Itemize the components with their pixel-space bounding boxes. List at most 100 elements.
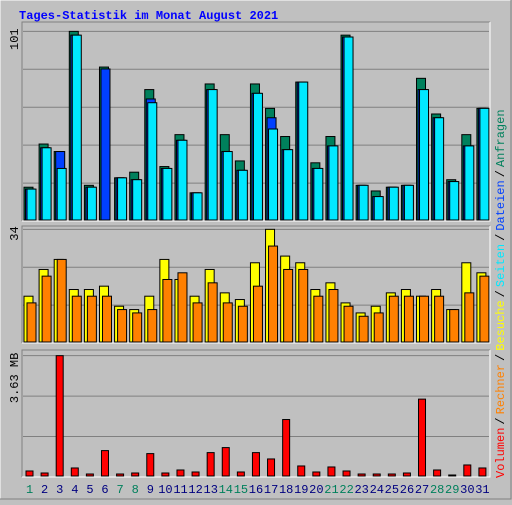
- x-tick-label: 4: [71, 483, 78, 497]
- bar: [342, 470, 351, 477]
- x-tick-label: 24: [370, 483, 384, 497]
- bar: [70, 467, 79, 477]
- bar: [100, 68, 111, 221]
- x-tick-label: 12: [188, 483, 202, 497]
- x-tick-label: 20: [309, 483, 323, 497]
- bar: [283, 149, 294, 221]
- bar: [283, 268, 294, 343]
- bar: [313, 295, 324, 343]
- bar: [464, 292, 475, 343]
- panel-border-light: [22, 226, 491, 344]
- x-tick-label: 22: [339, 483, 353, 497]
- bar: [252, 285, 263, 343]
- bar: [313, 167, 324, 221]
- x-tick-label: 14: [219, 483, 233, 497]
- bar: [117, 177, 128, 221]
- legend-separator: /: [494, 417, 508, 424]
- x-tick-label: 18: [279, 483, 293, 497]
- legend-entry: Dateien: [494, 180, 508, 230]
- bar: [56, 258, 67, 343]
- bar: [71, 295, 82, 343]
- bar: [162, 167, 173, 221]
- legend-separator: /: [494, 354, 508, 361]
- bar: [419, 89, 430, 221]
- bar: [388, 186, 399, 221]
- bar: [221, 447, 230, 477]
- x-tick-label: 6: [101, 483, 108, 497]
- bar: [162, 278, 173, 343]
- bar: [86, 186, 97, 221]
- legend-entry: Volumen: [494, 428, 508, 478]
- x-tick-label: 9: [147, 483, 154, 497]
- y-tick-label: 34: [8, 226, 22, 240]
- bar: [418, 398, 427, 477]
- bar: [71, 34, 82, 221]
- bar: [433, 469, 442, 477]
- bar: [132, 179, 143, 221]
- bar: [100, 450, 109, 477]
- bar: [449, 181, 460, 221]
- bar: [117, 309, 128, 343]
- legend-entry: Rechner: [494, 364, 508, 414]
- bar: [56, 167, 67, 221]
- legend-separator: /: [494, 290, 508, 297]
- bar: [388, 295, 399, 343]
- legend-entry: Anfragen: [494, 109, 508, 167]
- x-tick-label: 11: [173, 483, 187, 497]
- x-tick-label: 2: [41, 483, 48, 497]
- bar: [85, 473, 94, 477]
- bar: [268, 128, 279, 221]
- bar: [267, 458, 276, 477]
- x-tick-label: 10: [158, 483, 172, 497]
- panel-border-dark: [21, 225, 490, 343]
- x-tick-label: 3: [56, 483, 63, 497]
- x-tick-label: 5: [86, 483, 93, 497]
- x-tick-label: 29: [445, 483, 459, 497]
- bar: [403, 295, 414, 343]
- x-tick-label: 23: [354, 483, 368, 497]
- bar: [116, 473, 125, 477]
- bar: [327, 466, 336, 477]
- bar: [343, 36, 354, 221]
- bar: [222, 302, 233, 343]
- bar: [207, 282, 218, 343]
- bar: [373, 312, 384, 343]
- legend-entry: Besuche: [494, 300, 508, 350]
- bar: [237, 169, 248, 221]
- bar: [449, 309, 460, 343]
- bar: [434, 295, 445, 343]
- y-tick-label: 101: [8, 28, 22, 50]
- bar: [358, 184, 369, 221]
- x-tick-label: 28: [430, 483, 444, 497]
- x-tick-label: 30: [460, 483, 474, 497]
- x-tick-label: 8: [132, 483, 139, 497]
- bar: [192, 302, 203, 343]
- bar: [236, 471, 245, 477]
- panel-border-light: [22, 350, 491, 478]
- chart-title: Tages-Statistik im Monat August 2021: [19, 9, 278, 23]
- x-tick-label: 1: [26, 483, 33, 497]
- bar: [191, 471, 200, 477]
- bar: [478, 467, 487, 477]
- bar: [298, 81, 309, 221]
- bar: [282, 419, 291, 477]
- bar: [328, 289, 339, 343]
- bar: [147, 102, 158, 221]
- bar: [207, 89, 218, 221]
- x-tick-label: 21: [324, 483, 338, 497]
- x-tick-label: 27: [415, 483, 429, 497]
- x-tick-label: 31: [475, 483, 489, 497]
- legend-separator: /: [494, 234, 508, 241]
- bar: [177, 139, 188, 221]
- x-tick-label: 7: [117, 483, 124, 497]
- legend-separator: /: [494, 170, 508, 177]
- bar: [251, 452, 260, 477]
- bar: [132, 312, 143, 343]
- bar: [26, 188, 37, 221]
- panel-border-dark: [21, 21, 490, 221]
- bar: [161, 472, 170, 477]
- x-tick-label: 13: [204, 483, 218, 497]
- bar: [448, 474, 457, 477]
